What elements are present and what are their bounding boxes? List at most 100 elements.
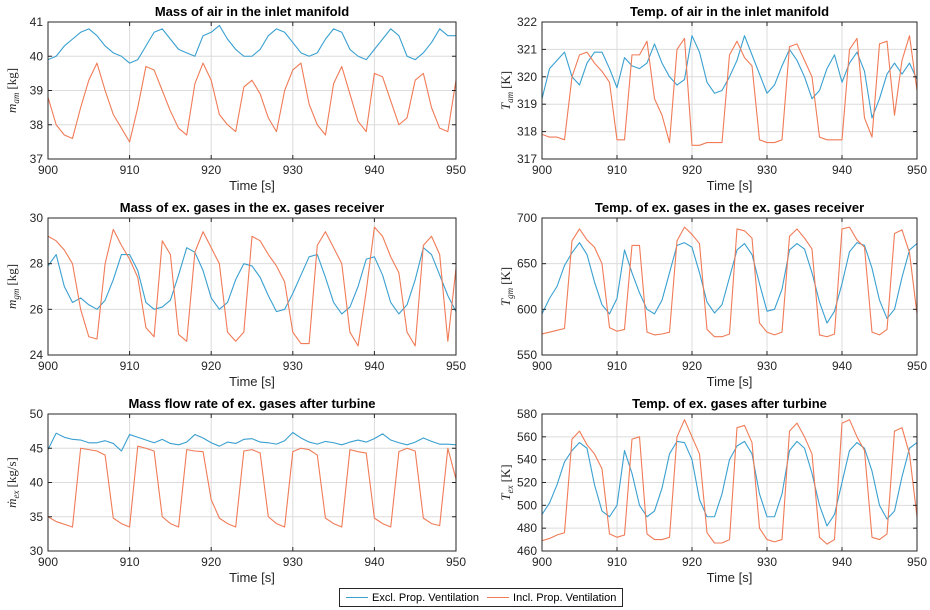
series-line-incl bbox=[542, 419, 917, 545]
y-tick-label: 320 bbox=[517, 70, 537, 84]
y-axis-subscript: ex bbox=[505, 485, 515, 493]
x-tick-label: 920 bbox=[682, 555, 702, 569]
series-line-incl bbox=[542, 226, 917, 338]
y-tick-label: 319 bbox=[517, 97, 537, 111]
x-tick-label: 940 bbox=[364, 163, 384, 177]
y-tick-label: 540 bbox=[517, 453, 537, 467]
y-axis-label: mgm [kg] bbox=[4, 264, 21, 309]
x-tick-label: 900 bbox=[532, 555, 552, 569]
series-line-incl bbox=[542, 35, 917, 146]
x-tick-label: 950 bbox=[446, 555, 466, 569]
x-axis-label: Time [s] bbox=[229, 178, 275, 193]
x-axis-label: Time [s] bbox=[229, 570, 275, 585]
y-axis-unit: [K] bbox=[498, 267, 513, 285]
y-axis-label: mam [kg] bbox=[4, 68, 21, 113]
y-tick-label: 30 bbox=[30, 544, 44, 558]
x-tick-label: 940 bbox=[364, 555, 384, 569]
y-tick-label: 520 bbox=[517, 476, 537, 490]
panel-3: 900 910 920 930 940 950 24 26 28 30 Mass of ex. ga… bbox=[4, 200, 466, 389]
x-axis-label: Time [s] bbox=[229, 374, 275, 389]
y-axis-subscript: ex bbox=[11, 490, 21, 498]
y-tick-label: 480 bbox=[517, 521, 537, 535]
x-tick-label: 950 bbox=[907, 359, 927, 373]
chart-title: Temp. of ex. gases in the ex. gases rece… bbox=[595, 200, 864, 215]
y-tick-label: 45 bbox=[30, 441, 44, 455]
y-tick-label: 650 bbox=[517, 257, 537, 271]
series-line-excl bbox=[48, 24, 456, 64]
x-tick-label: 930 bbox=[757, 359, 777, 373]
series-line-incl bbox=[48, 226, 456, 347]
y-axis-subscript: gm bbox=[11, 288, 21, 300]
panel-4: 900 910 920 930 940 950 550 600 650 700 Temp. of e… bbox=[498, 200, 927, 389]
y-axis-unit: [K] bbox=[498, 464, 513, 482]
x-tick-label: 930 bbox=[757, 555, 777, 569]
x-tick-label: 930 bbox=[283, 163, 303, 177]
series-line-excl bbox=[48, 247, 456, 315]
x-tick-label: 930 bbox=[283, 359, 303, 373]
x-axis-label: Time [s] bbox=[707, 374, 753, 389]
chart-title: Temp. of air in the inlet manifold bbox=[630, 4, 829, 19]
y-tick-label: 28 bbox=[30, 257, 44, 271]
x-tick-label: 910 bbox=[607, 555, 627, 569]
y-tick-label: 321 bbox=[517, 42, 537, 56]
y-tick-label: 580 bbox=[517, 407, 537, 421]
x-tick-label: 900 bbox=[532, 163, 552, 177]
y-axis-subscript: am bbox=[505, 91, 515, 103]
y-axis-label: Tgm [K] bbox=[498, 267, 515, 306]
x-tick-label: 950 bbox=[446, 359, 466, 373]
y-axis-subscript: am bbox=[11, 92, 21, 104]
y-axis-symbol: T bbox=[498, 102, 513, 110]
panel-1: 900 910 920 930 940 950 37 38 39 40 41 Mass of air … bbox=[4, 4, 466, 193]
x-tick-label: 940 bbox=[364, 359, 384, 373]
y-tick-label: 30 bbox=[30, 211, 44, 225]
x-tick-label: 950 bbox=[907, 555, 927, 569]
y-tick-label: 37 bbox=[30, 152, 44, 166]
y-tick-label: 322 bbox=[517, 15, 537, 29]
axes-frame bbox=[47, 217, 457, 356]
legend-swatch-excl bbox=[346, 597, 368, 598]
y-axis-subscript: gm bbox=[505, 287, 515, 299]
panel-6: 900 910 920 930 940 950 460 480 500 520 540 560 580 T… bbox=[498, 396, 927, 585]
axes-frame bbox=[541, 217, 918, 356]
x-tick-label: 920 bbox=[201, 163, 221, 177]
panel-2: 900 910 920 930 940 950 317 318 319 320 321 322 Temp… bbox=[498, 4, 927, 193]
x-tick-label: 950 bbox=[446, 163, 466, 177]
y-axis-symbol: m bbox=[4, 300, 19, 309]
x-tick-label: 930 bbox=[757, 163, 777, 177]
series-line-incl bbox=[48, 445, 456, 528]
x-tick-label: 900 bbox=[38, 555, 58, 569]
x-tick-label: 910 bbox=[120, 359, 140, 373]
y-tick-label: 600 bbox=[517, 302, 537, 316]
legend-swatch-incl bbox=[487, 597, 510, 598]
x-tick-label: 910 bbox=[120, 163, 140, 177]
y-axis-symbol: m bbox=[4, 104, 19, 113]
series-line-incl bbox=[48, 62, 456, 143]
y-tick-label: 550 bbox=[517, 348, 537, 362]
y-tick-label: 24 bbox=[30, 348, 44, 362]
legend-item-incl: Incl. Prop. Ventilation bbox=[487, 592, 616, 604]
x-tick-label: 920 bbox=[201, 555, 221, 569]
y-axis-unit: [kg] bbox=[4, 68, 19, 90]
x-tick-label: 940 bbox=[832, 555, 852, 569]
x-tick-label: 920 bbox=[682, 163, 702, 177]
panel-5: 900 910 920 930 940 950 30 35 40 45 50 Mass flow ra… bbox=[4, 396, 466, 585]
y-tick-label: 35 bbox=[30, 510, 44, 524]
y-tick-label: 318 bbox=[517, 125, 537, 139]
y-axis-symbol: ṁ bbox=[4, 498, 19, 507]
x-tick-label: 910 bbox=[607, 359, 627, 373]
y-tick-label: 50 bbox=[30, 407, 44, 421]
legend: Excl. Prop. Ventilation Incl. Prop. Vent… bbox=[339, 588, 624, 607]
x-tick-label: 930 bbox=[283, 555, 303, 569]
y-tick-label: 41 bbox=[30, 15, 44, 29]
x-axis-label: Time [s] bbox=[707, 178, 753, 193]
x-tick-label: 940 bbox=[832, 163, 852, 177]
chart-title: Mass of air in the inlet manifold bbox=[155, 4, 349, 19]
legend-label-excl: Excl. Prop. Ventilation bbox=[372, 591, 480, 604]
chart-title: Mass flow rate of ex. gases after turbin… bbox=[128, 396, 375, 411]
y-tick-label: 560 bbox=[517, 430, 537, 444]
y-axis-symbol: T bbox=[498, 493, 513, 501]
chart-title: Temp. of ex. gases after turbine bbox=[632, 396, 827, 411]
x-tick-label: 900 bbox=[38, 359, 58, 373]
y-axis-unit: [kg] bbox=[4, 264, 19, 286]
